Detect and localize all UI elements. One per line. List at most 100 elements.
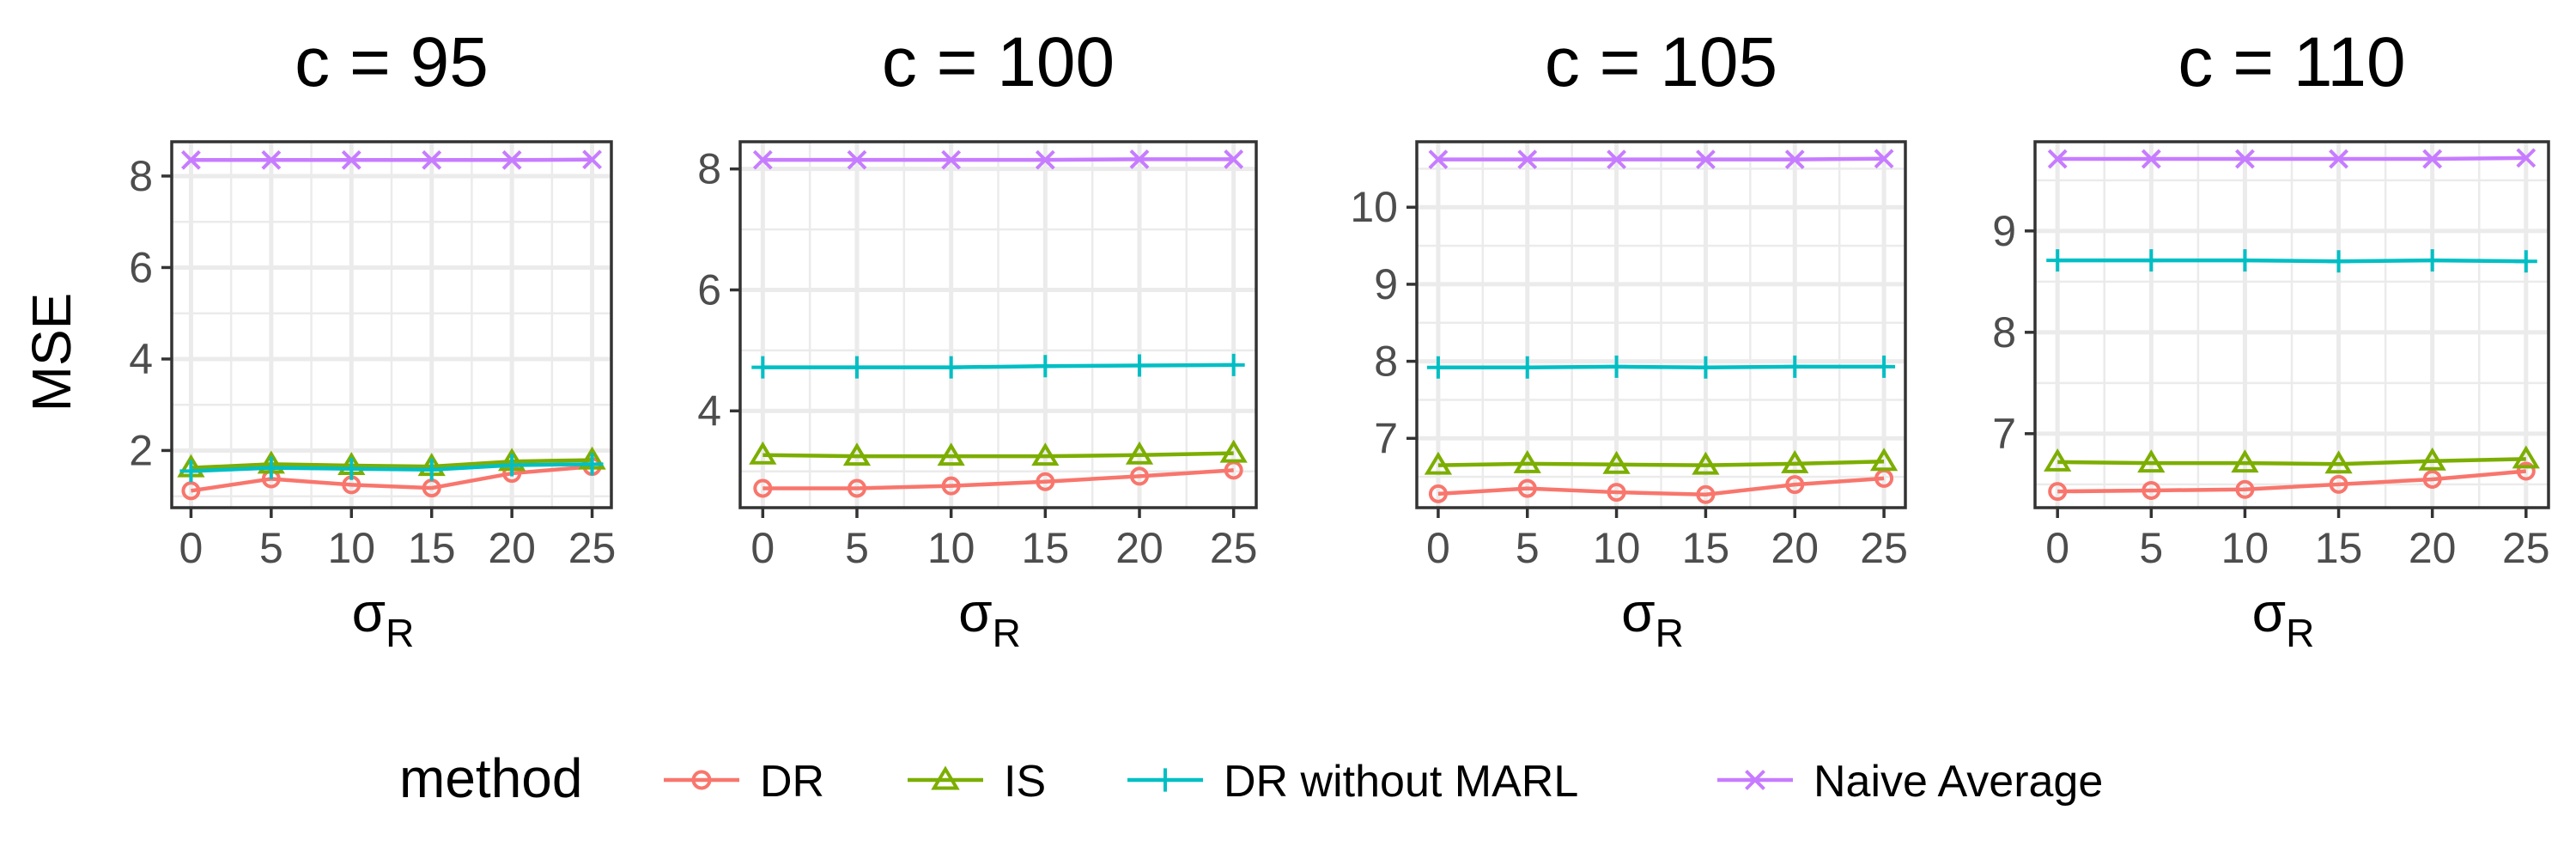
legend-item-dr: DR <box>664 757 824 807</box>
data-point <box>2329 149 2348 169</box>
x-axis-title-subscript: R <box>2286 611 2314 655</box>
series-line-dr-without-marl <box>191 462 592 473</box>
series-line-dr-without-marl <box>2057 258 2526 264</box>
data-point <box>1696 149 1716 170</box>
x-tick-label: 15 <box>408 524 456 572</box>
series-dr <box>1428 468 1894 504</box>
data-point <box>2422 469 2442 489</box>
data-point <box>1031 442 1060 466</box>
series-dr <box>2048 461 2536 502</box>
panel-border <box>738 140 1258 509</box>
data-point <box>2231 449 2259 473</box>
data-point <box>1219 439 1248 463</box>
series-line-is <box>762 451 1234 459</box>
data-point <box>1783 355 1807 378</box>
data-point <box>752 149 773 170</box>
data-point <box>1130 466 1150 486</box>
data-point <box>582 149 602 170</box>
x-tick-label: 5 <box>2139 524 2163 572</box>
y-tick-label: 7 <box>1374 414 1398 462</box>
data-point <box>937 442 965 466</box>
x-axis-title-main: σ <box>958 582 993 643</box>
axes: 7 8 9 10 0 5 10 15 20 25 <box>1350 183 1908 572</box>
panel-title: c = 95 <box>295 23 489 101</box>
data-point <box>179 460 203 483</box>
data-point <box>2422 149 2443 169</box>
data-point <box>1696 484 1716 504</box>
axes: 4 6 8 0 5 10 15 20 25 <box>697 145 1257 572</box>
series-dr-without-marl <box>751 353 1245 379</box>
data-point <box>1607 149 1626 170</box>
data-point <box>751 356 775 379</box>
x-tick-label: 15 <box>1682 524 1730 572</box>
data-point <box>1224 149 1244 169</box>
series-line-dr <box>2057 469 2527 494</box>
panel-4: 7 8 9 0 5 10 15 20 25 c = 110 σR <box>1992 23 2550 655</box>
data-point <box>939 356 963 379</box>
data-point <box>1428 484 1448 503</box>
grid <box>1417 142 1905 508</box>
series-is <box>2044 445 2540 474</box>
data-point <box>1424 451 1453 475</box>
x-tick-label: 10 <box>327 524 375 572</box>
series-line-is <box>2057 457 2526 466</box>
x-tick-label: 0 <box>179 524 204 572</box>
x-axis-title-subscript: R <box>993 611 1021 655</box>
x-axis-title-main: σ <box>2252 582 2287 643</box>
series-line-dr <box>762 468 1234 490</box>
y-tick-label: 4 <box>697 387 721 435</box>
data-point <box>1785 475 1805 495</box>
data-point <box>2044 448 2072 472</box>
x-tick-label: 20 <box>1771 524 1819 572</box>
y-tick-label: 7 <box>1992 410 2016 458</box>
x-axis-title-subscript: R <box>386 611 414 655</box>
series-naive-average <box>2047 148 2537 169</box>
data-point <box>842 442 872 466</box>
legend: method DR IS DR without MARL Naive Average <box>399 747 2103 809</box>
data-point <box>1781 449 1809 473</box>
data-point <box>1517 149 1538 170</box>
data-point <box>845 356 868 379</box>
data-point <box>941 476 961 496</box>
data-point <box>847 478 866 498</box>
legend-key-marker <box>1153 768 1177 792</box>
x-axis-title: σR <box>352 582 415 655</box>
series-naive-average <box>752 149 1244 170</box>
panel-title: c = 105 <box>1545 23 1777 101</box>
series-line-naive-average <box>762 157 1234 162</box>
data-point <box>501 149 522 170</box>
x-axis-title: σR <box>1621 582 1684 655</box>
data-point <box>2324 450 2353 474</box>
y-tick-label: 8 <box>1374 338 1398 386</box>
data-point <box>1607 483 1626 503</box>
x-tick-label: 25 <box>1860 524 1908 572</box>
data-point <box>1517 478 1537 498</box>
data-point <box>1516 356 1539 379</box>
panel-title: c = 110 <box>2178 23 2405 101</box>
data-point <box>181 481 201 501</box>
series-line-dr <box>191 464 592 493</box>
series-dr-without-marl <box>179 453 604 483</box>
data-point <box>420 458 443 481</box>
data-point <box>749 441 777 465</box>
legend-key-marker <box>931 765 960 790</box>
x-tick-label: 0 <box>1426 524 1450 572</box>
x-tick-label: 20 <box>488 524 536 572</box>
series-line-is <box>1437 459 1885 467</box>
data-point <box>1035 149 1055 170</box>
legend-label: DR <box>760 757 824 807</box>
data-point <box>2140 249 2163 272</box>
series-dr-without-marl <box>2046 249 2537 273</box>
data-point <box>2516 148 2537 168</box>
series-line-is <box>191 458 592 470</box>
data-point <box>1129 149 1150 169</box>
data-point <box>2233 249 2257 272</box>
data-point <box>2142 480 2161 500</box>
panel-2: 4 6 8 0 5 10 15 20 25 c = 100 σR <box>697 23 1258 655</box>
x-axis-title-subscript: R <box>1656 611 1684 655</box>
legend-label: IS <box>1004 757 1046 807</box>
data-point <box>1784 149 1805 170</box>
series-naive-average <box>181 149 602 170</box>
data-point <box>847 149 867 170</box>
legend-item-naive-average: Naive Average <box>1717 757 2103 807</box>
